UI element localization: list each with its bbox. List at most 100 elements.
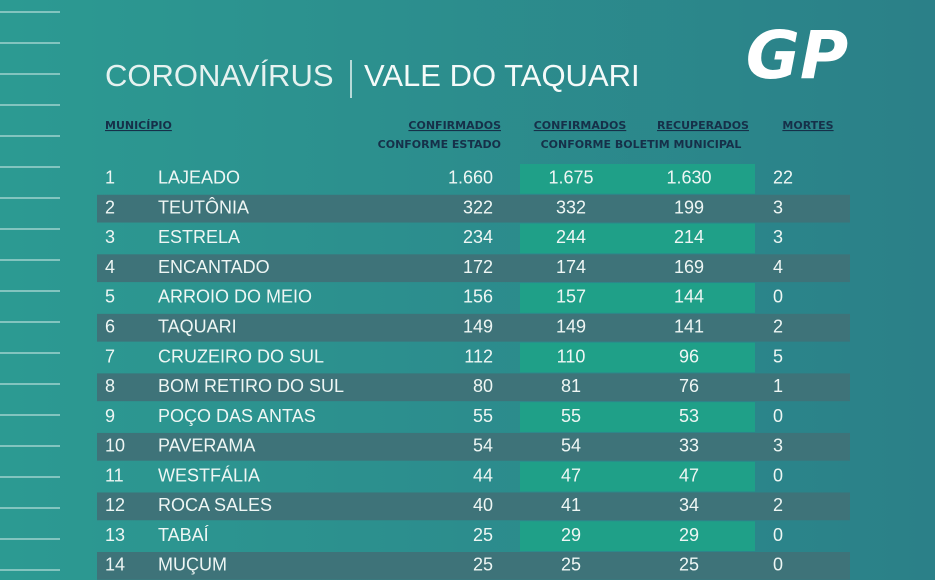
table-cell: 112 (464, 346, 493, 366)
row-band (97, 552, 850, 580)
table-cell: 41 (561, 495, 581, 515)
table-cell: 25 (679, 555, 699, 575)
table-cell: 4 (773, 257, 783, 277)
row-band (97, 492, 850, 521)
table-cell: 157 (556, 287, 586, 307)
row-band (97, 254, 850, 283)
table-cell: 1.630 (666, 168, 711, 188)
table-cell: 149 (463, 316, 493, 336)
column-highlight (520, 521, 755, 552)
table-cell: 25 (561, 555, 581, 575)
table-cell: 47 (679, 465, 699, 485)
table-cell: TEUTÔNIA (158, 196, 249, 217)
table-cell: 1 (105, 168, 115, 188)
table-cell: 0 (773, 406, 783, 426)
table-cell: ROCA SALES (158, 495, 272, 515)
table-cell: 2 (773, 316, 783, 336)
table-cell: 9 (105, 406, 115, 426)
table-cell: ENCANTADO (158, 257, 270, 277)
table-cell: CRUZEIRO DO SUL (158, 346, 324, 366)
row-band (97, 313, 850, 342)
column-header: RECUPERADOS (657, 119, 749, 132)
table-cell: WESTFÁLIA (158, 465, 260, 485)
logo: GP (746, 17, 849, 94)
table-cell: 54 (473, 436, 493, 456)
table-cell: 332 (556, 197, 586, 217)
table-cell: 22 (773, 168, 793, 188)
title-left: CORONAVÍRUS (105, 58, 334, 93)
column-header: CONFIRMADOS (534, 119, 627, 132)
table-cell: 0 (773, 555, 783, 575)
table-cell: 2 (105, 197, 115, 217)
column-header: MORTES (782, 119, 833, 132)
table-cell: 10 (105, 436, 125, 456)
table-cell: PAVERAMA (158, 436, 255, 456)
table-cell: BOM RETIRO DO SUL (158, 376, 344, 396)
column-header: CONFIRMADOS (408, 119, 501, 132)
table-cell: 76 (679, 376, 699, 396)
table-cell: 169 (674, 257, 704, 277)
table-cell: 53 (679, 406, 699, 426)
table-cell: 47 (561, 465, 581, 485)
table-cell: 3 (773, 197, 783, 217)
column-highlight (520, 223, 755, 254)
table-cell: 6 (105, 316, 115, 336)
table-cell: 44 (473, 465, 493, 485)
table-cell: 156 (463, 287, 493, 307)
title-right: VALE DO TAQUARI (364, 58, 640, 93)
table-cell: 11 (105, 465, 124, 485)
table-cell: 5 (105, 287, 115, 307)
table-cell: 172 (463, 257, 493, 277)
column-highlight (520, 461, 755, 492)
table-cell: 2 (773, 495, 783, 515)
row-band (97, 432, 850, 461)
table-cell: 1.660 (448, 168, 493, 188)
table-cell: 96 (679, 346, 699, 366)
table-cell: MUÇUM (158, 555, 227, 575)
table-cell: 3 (773, 436, 783, 456)
table-cell: 1 (773, 376, 783, 396)
table-cell: 55 (561, 406, 581, 426)
column-header: MUNICÍPIO (105, 119, 172, 132)
column-highlight (520, 164, 755, 194)
column-highlight (520, 342, 755, 373)
column-highlight (520, 402, 755, 432)
table-cell: 80 (473, 376, 493, 396)
table-cell: 4 (105, 257, 115, 277)
table-cell: TAQUARI (158, 316, 237, 336)
table-cell: 25 (473, 555, 493, 575)
row-band (97, 194, 850, 223)
table-cell: 174 (556, 257, 586, 277)
table-cell: 110 (557, 346, 586, 366)
decoration-lines (0, 11, 60, 571)
table-cell: 141 (674, 316, 704, 336)
table-cell: 33 (679, 436, 699, 456)
table-cell: 5 (773, 346, 783, 366)
table-cell: 149 (556, 316, 586, 336)
table-rows: 1 LAJEADO 1.660 1.675 1.630 222 TEUTÔNIA 322 332… (97, 164, 850, 580)
table-cell: LAJEADO (158, 168, 240, 188)
table-cell: 199 (674, 197, 704, 217)
table-cell: 55 (473, 406, 493, 426)
column-highlight (520, 283, 755, 313)
table-cell: 13 (105, 525, 125, 545)
table-cell: 322 (463, 197, 493, 217)
table-cell: 144 (674, 287, 704, 307)
table-cell: 3 (105, 227, 115, 247)
table-cell: ESTRELA (158, 227, 240, 247)
table-cell: 40 (473, 495, 493, 515)
table-cell: POÇO DAS ANTAS (158, 406, 316, 426)
table-cell: 1.675 (548, 168, 593, 188)
table-cell: 14 (105, 555, 125, 575)
table-cell: 29 (679, 525, 699, 545)
table-cell: 25 (473, 525, 493, 545)
table-cell: 3 (773, 227, 783, 247)
table-cell: 29 (561, 525, 581, 545)
table-cell: 12 (105, 495, 125, 515)
table-cell: 7 (105, 346, 115, 366)
table-cell: 214 (674, 227, 704, 247)
table-cell: 244 (556, 227, 586, 247)
